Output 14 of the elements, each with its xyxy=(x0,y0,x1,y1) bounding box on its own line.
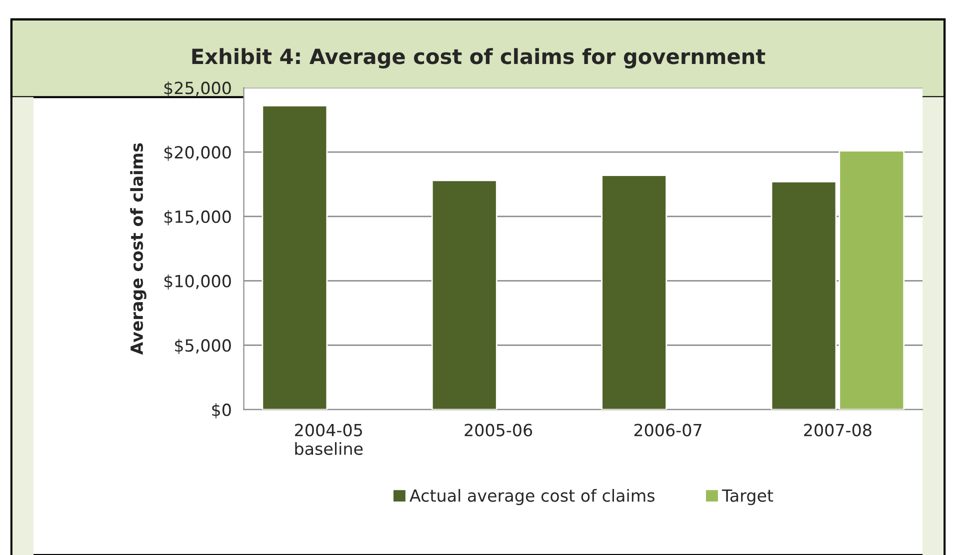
y-axis-title: Average cost of claims xyxy=(130,143,146,355)
legend-label: Target xyxy=(722,489,774,506)
legend-label: Actual average cost of claims xyxy=(410,488,654,506)
y-tick-label: $0 xyxy=(212,403,231,418)
x-tick-label: 2006-07 xyxy=(634,424,702,436)
x-tick-label: 2004-05 baseline xyxy=(295,424,363,456)
y-tick-label: $15,000 xyxy=(164,210,231,226)
x-tick-label: 2007-08 xyxy=(804,424,872,436)
y-tick-label: $25,000 xyxy=(164,81,231,96)
y-tick-label: $5,000 xyxy=(175,338,231,354)
x-tick-label: 2005-06 xyxy=(464,424,532,436)
y-tick-label: $10,000 xyxy=(164,274,231,290)
chart-title: Exhibit 4: Average cost of claims for government xyxy=(192,48,766,68)
y-tick-label: $20,000 xyxy=(164,146,231,161)
